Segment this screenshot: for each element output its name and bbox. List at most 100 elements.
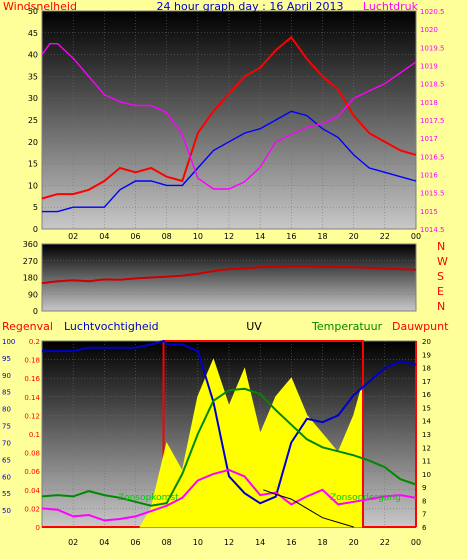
rain-tick-label: 0.18 bbox=[24, 357, 40, 365]
x-tick-label: 04 bbox=[99, 538, 109, 547]
chart-title: 24 hour graph day : 16 April 2013 bbox=[157, 0, 344, 13]
compass-label: N bbox=[437, 300, 445, 313]
dewpoint-axis-label: Dauwpunt bbox=[392, 320, 449, 333]
right-tick-label: 1017 bbox=[420, 135, 438, 143]
wind-speed-axis-label: Windsnelheid bbox=[3, 0, 77, 13]
x-tick-label: 02 bbox=[68, 232, 78, 241]
x-tick-label: 16 bbox=[286, 538, 296, 547]
left-tick-label: 40 bbox=[28, 51, 38, 60]
humidity-tick-label: 60 bbox=[2, 473, 11, 481]
compass-label: N bbox=[437, 240, 445, 253]
x-tick-label: 12 bbox=[224, 538, 234, 547]
x-tick-label: 16 bbox=[286, 232, 296, 241]
x-tick-label: 06 bbox=[130, 538, 140, 547]
wind-average-line bbox=[42, 110, 417, 213]
x-tick-label: 22 bbox=[380, 538, 390, 547]
temperature-tick-label: 16 bbox=[422, 391, 431, 399]
uv-axis-label: UV bbox=[246, 320, 262, 333]
left-tick-label: 20 bbox=[28, 138, 38, 147]
temperature-tick-label: 8 bbox=[422, 497, 426, 505]
direction-tick-label: 270 bbox=[23, 257, 38, 266]
right-tick-label: 1020 bbox=[420, 26, 438, 34]
humidity-tick-label: 65 bbox=[2, 456, 11, 464]
right-tick-label: 1017.5 bbox=[420, 117, 445, 125]
right-tick-label: 1020.5 bbox=[420, 8, 445, 16]
direction-tick-label: 180 bbox=[23, 274, 38, 283]
sunset-label: Zonsondergang bbox=[330, 493, 401, 503]
humidity-tick-label: 95 bbox=[2, 355, 11, 363]
x-tick-label: 08 bbox=[162, 232, 172, 241]
compass-label: E bbox=[437, 285, 444, 298]
uv-area bbox=[139, 358, 362, 528]
temperature-tick-label: 11 bbox=[422, 458, 431, 466]
humidity-tick-label: 90 bbox=[2, 372, 11, 380]
x-tick-label: 02 bbox=[68, 538, 78, 547]
direction-tick-label: 90 bbox=[28, 290, 38, 299]
temperature-tick-label: 19 bbox=[422, 351, 431, 359]
temperature-tick-label: 9 bbox=[422, 484, 426, 492]
rain-axis-label: Regenval bbox=[2, 320, 53, 333]
rain-tick-label: 0.06 bbox=[24, 468, 40, 476]
x-tick-label: 10 bbox=[193, 538, 203, 547]
humidity-tick-label: 75 bbox=[2, 423, 11, 431]
left-tick-label: 45 bbox=[28, 29, 38, 38]
rain-line bbox=[263, 489, 354, 528]
temperature-tick-label: 12 bbox=[422, 444, 431, 452]
temperature-axis-label: Temperatuur bbox=[311, 320, 383, 333]
left-tick-label: 35 bbox=[28, 72, 38, 81]
right-tick-label: 1016 bbox=[420, 172, 438, 180]
right-tick-label: 1016.5 bbox=[420, 153, 445, 161]
wind-speed-line bbox=[41, 35, 417, 200]
compass-label: W bbox=[437, 255, 448, 268]
temperature-line bbox=[41, 387, 417, 507]
humidity-axis-label: Luchtvochtigheid bbox=[64, 320, 159, 333]
x-tick-label: 20 bbox=[349, 232, 359, 241]
wind-direction-line bbox=[41, 265, 417, 285]
pressure-line bbox=[41, 43, 417, 190]
x-tick-label: 14 bbox=[255, 538, 265, 547]
temperature-tick-label: 13 bbox=[422, 431, 431, 439]
direction-tick-label: 0 bbox=[33, 307, 38, 316]
x-tick-label: 00 bbox=[411, 232, 421, 241]
left-tick-label: 50 bbox=[28, 7, 38, 16]
temperature-tick-label: 14 bbox=[422, 418, 431, 426]
x-tick-label: 18 bbox=[317, 538, 327, 547]
sunrise-label: Zonsopkomst bbox=[118, 493, 179, 503]
temperature-tick-label: 20 bbox=[422, 338, 431, 346]
temperature-tick-label: 18 bbox=[422, 365, 431, 373]
x-tick-label: 12 bbox=[224, 232, 234, 241]
direction-tick-label: 360 bbox=[23, 240, 38, 249]
temperature-tick-label: 7 bbox=[422, 511, 426, 519]
compass-label: S bbox=[437, 270, 444, 283]
right-tick-label: 1015 bbox=[420, 208, 438, 216]
rain-tick-label: 0.2 bbox=[29, 338, 40, 346]
humidity-line bbox=[42, 339, 417, 505]
left-tick-label: 10 bbox=[28, 181, 38, 190]
left-tick-label: 15 bbox=[28, 160, 38, 169]
humidity-tick-label: 70 bbox=[2, 439, 11, 447]
humidity-tick-label: 85 bbox=[2, 389, 11, 397]
dewpoint-line bbox=[41, 468, 417, 522]
rain-tick-label: 0.14 bbox=[24, 394, 40, 402]
rain-tick-label: 0.02 bbox=[24, 505, 40, 513]
humidity-tick-label: 100 bbox=[2, 338, 15, 346]
temperature-tick-label: 10 bbox=[422, 471, 431, 479]
right-tick-label: 1018 bbox=[420, 99, 438, 107]
rain-tick-label: 0.16 bbox=[24, 375, 40, 383]
rain-tick-label: 0.08 bbox=[24, 450, 40, 458]
rain-tick-label: 0 bbox=[36, 524, 40, 532]
rain-tick-label: 0.12 bbox=[24, 412, 40, 420]
right-tick-label: 1015.5 bbox=[420, 190, 445, 198]
temperature-tick-label: 6 bbox=[422, 524, 427, 532]
left-tick-label: 5 bbox=[33, 203, 38, 212]
right-tick-label: 1019 bbox=[420, 63, 438, 71]
right-tick-label: 1018.5 bbox=[420, 81, 445, 89]
humidity-tick-label: 50 bbox=[2, 507, 11, 515]
temperature-tick-label: 15 bbox=[422, 404, 431, 412]
pressure-axis-label: Luchtdruk bbox=[363, 0, 419, 13]
x-tick-label: 14 bbox=[255, 232, 265, 241]
rain-tick-label: 0.04 bbox=[24, 487, 40, 495]
x-tick-label: 04 bbox=[99, 232, 109, 241]
